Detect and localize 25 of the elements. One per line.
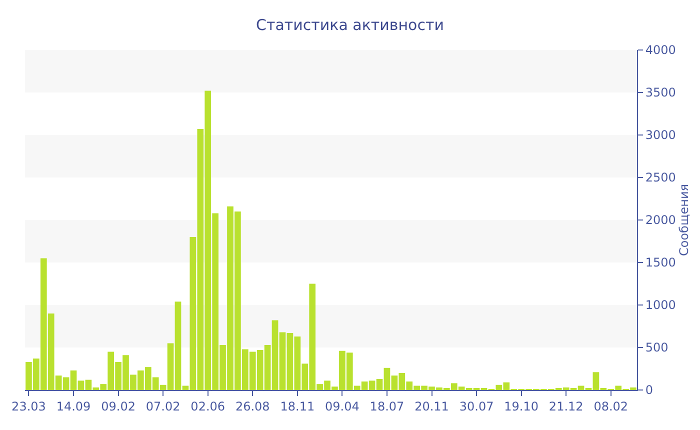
x-tick-label: 18.07 (370, 399, 404, 414)
x-tick-label: 23.03 (12, 399, 46, 414)
x-tick-label: 26.08 (235, 399, 270, 414)
y-tick-label: 0 (645, 383, 654, 398)
y-tick-label: 4000 (645, 43, 676, 58)
y-tick-label: 3500 (645, 86, 676, 100)
x-tick-label: 21.12 (548, 399, 584, 414)
chart-title: Статистика активности (256, 16, 444, 34)
y-tick-label: 1000 (645, 298, 676, 312)
x-tick-label: 14.09 (56, 399, 91, 414)
y-tick-label: 3000 (645, 128, 676, 142)
x-tick-label: 08.02 (594, 399, 628, 414)
x-tick-label: 19.10 (504, 399, 538, 414)
x-tick-label: 02.06 (190, 399, 226, 414)
x-tick-label: 20.11 (414, 399, 449, 414)
x-tick-label: 09.04 (325, 399, 360, 414)
x-tick-label: 30.07 (459, 399, 494, 414)
y-tick-label: 1500 (645, 256, 676, 270)
y-tick-label: 500 (645, 340, 668, 355)
x-tick-label: 18.11 (280, 399, 315, 414)
y-axis-title: Сообщения (676, 184, 691, 256)
y-tick-label: 2500 (645, 170, 676, 185)
x-tick-label: 07.02 (146, 399, 180, 414)
x-tick-label: 09.02 (101, 399, 136, 414)
y-tick-label: 2000 (645, 213, 676, 228)
